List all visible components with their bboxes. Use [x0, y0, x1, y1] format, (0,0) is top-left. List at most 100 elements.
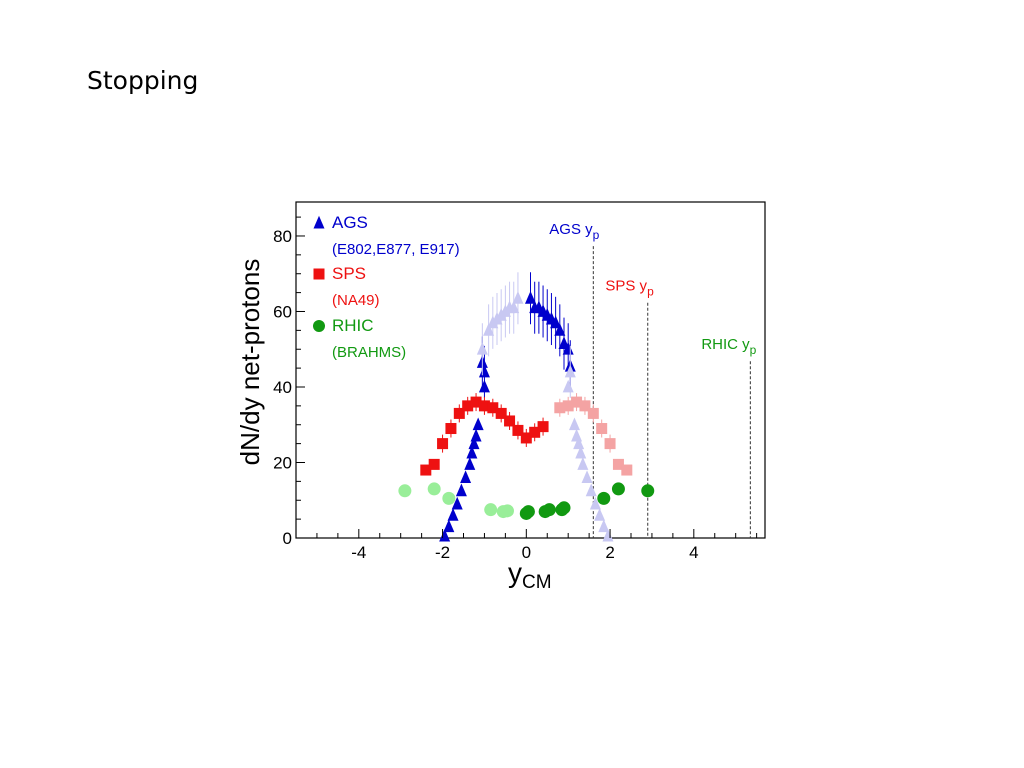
data-point: [470, 396, 482, 408]
data-point: [439, 528, 451, 542]
data-point: [562, 379, 574, 393]
y-tick-label: 0: [283, 529, 292, 548]
legend-marker: [313, 268, 325, 280]
data-point: [464, 457, 476, 470]
data-point: [562, 400, 574, 412]
data-point: [443, 519, 455, 533]
data-point: [420, 464, 432, 476]
data-point: [451, 496, 463, 510]
data-point: [504, 415, 516, 427]
y-tick-label: 60: [273, 302, 292, 321]
data-point: [437, 438, 449, 450]
legend-label: SPS: [332, 264, 366, 283]
data-markers: [398, 272, 655, 542]
data-point: [445, 423, 457, 435]
data-point: [453, 407, 465, 419]
data-point: [612, 458, 624, 470]
data-point: [554, 323, 566, 336]
data-point: [611, 482, 625, 496]
x-tick-label: -4: [351, 543, 366, 562]
x-tick-label: 4: [689, 543, 698, 562]
data-point: [484, 503, 498, 517]
data-point: [598, 519, 610, 533]
data-point: [495, 407, 507, 419]
data-point: [512, 424, 524, 436]
data-point: [594, 508, 606, 521]
x-axis-label-main: y: [508, 557, 522, 588]
data-point: [466, 445, 478, 459]
legend-marker: [313, 215, 325, 229]
legend-label: AGS: [332, 213, 368, 232]
data-point: [641, 484, 655, 498]
data-point: [577, 457, 589, 470]
data-point: [472, 417, 484, 431]
slide-title: Stopping: [87, 66, 199, 95]
data-point: [508, 300, 520, 314]
y-tick-label: 20: [273, 453, 292, 472]
data-point: [587, 407, 599, 419]
data-point: [596, 423, 608, 435]
legend-marker: [313, 320, 325, 332]
x-tick-label: 2: [605, 543, 614, 562]
data-point: [542, 503, 556, 517]
legend-sublabel: (BRAHMS): [332, 344, 406, 361]
data-point: [575, 445, 587, 459]
data-point: [521, 505, 535, 519]
data-point: [470, 428, 482, 442]
data-point: [581, 470, 593, 484]
data-point: [537, 421, 549, 433]
plot-border: [295, 201, 766, 539]
data-point: [520, 432, 532, 444]
beam-rapidity-label: AGS yp: [549, 221, 599, 242]
data-point: [589, 496, 601, 510]
beam-rapidity-lines: AGS yp SPS yp RHIC yp: [549, 221, 757, 538]
data-point: [564, 364, 576, 378]
data-point: [568, 417, 580, 431]
data-point: [562, 341, 574, 355]
data-point: [500, 504, 514, 518]
legend-sublabel: (E802,E877, E917): [332, 241, 460, 258]
data-point: [602, 528, 614, 542]
data-point: [468, 436, 480, 450]
beam-rapidity-label: RHIC yp: [701, 336, 756, 357]
beam-rapidity-label: SPS yp: [605, 278, 654, 299]
x-axis-label-sub: CM: [522, 572, 552, 593]
data-point: [529, 426, 541, 438]
data-point: [428, 458, 440, 470]
plot-frame: [295, 201, 766, 539]
data-point: [427, 482, 441, 496]
y-axis-label: dN/dy net-protons: [235, 259, 265, 466]
data-point: [460, 470, 472, 484]
data-point: [571, 428, 583, 442]
beam-rapidity-label-sub: p: [750, 343, 757, 357]
beam-rapidity-label-sub: p: [593, 228, 600, 242]
data-point: [476, 341, 488, 355]
data-point: [573, 436, 585, 450]
y-tick-label: 80: [273, 227, 292, 246]
data-point: [512, 291, 524, 304]
x-axis-label: yCM: [508, 557, 552, 593]
data-point: [571, 396, 583, 408]
data-point: [442, 491, 456, 505]
data-point: [557, 501, 571, 515]
y-tick-label: 40: [273, 378, 292, 397]
data-point: [462, 400, 474, 412]
data-point: [554, 402, 566, 414]
data-point: [398, 484, 412, 498]
data-point: [550, 315, 562, 329]
data-point: [579, 400, 591, 412]
data-point: [597, 491, 611, 505]
data-point: [483, 323, 495, 336]
x-tick-label: -2: [435, 543, 450, 562]
data-point: [487, 402, 499, 414]
data-point: [447, 508, 459, 521]
data-point: [478, 400, 490, 412]
data-point: [478, 364, 490, 378]
beam-rapidity-label-sub: p: [647, 285, 654, 299]
x-tick-label: 0: [522, 543, 531, 562]
data-point: [621, 464, 633, 476]
legend-sublabel: (NA49): [332, 292, 380, 309]
data-point: [455, 483, 467, 497]
